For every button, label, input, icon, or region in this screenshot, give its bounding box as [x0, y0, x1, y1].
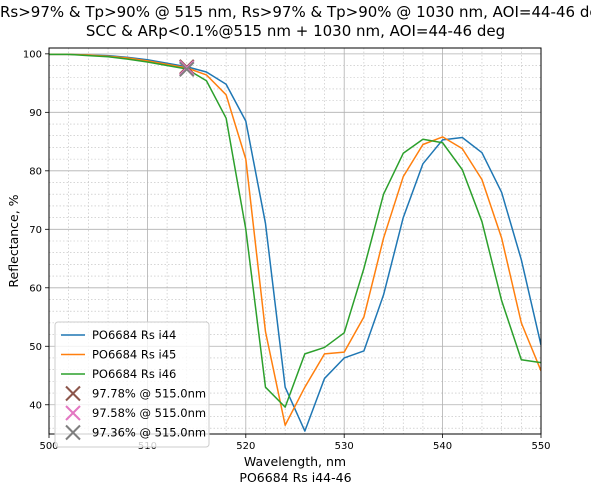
- legend-marker-label-3: 97.36% @ 515.0nm: [92, 426, 206, 440]
- plot-markers: [179, 59, 195, 77]
- series-line-3: [49, 53, 541, 408]
- x-tick-label: 500: [39, 441, 58, 452]
- x-tick-label: 540: [433, 441, 452, 452]
- x-tick-label: 530: [335, 441, 354, 452]
- x-axis-label: Wavelength, nm: [244, 454, 346, 469]
- x-tick-label: 550: [531, 441, 550, 452]
- legend-marker-swatch-2: [65, 405, 81, 421]
- marker-stroke: [65, 424, 81, 441]
- marker-stroke: [65, 405, 81, 421]
- legend-label-1: PO6684 Rs i44: [92, 328, 176, 342]
- y-tick-label: 40: [29, 400, 42, 411]
- x-tick-label: 520: [236, 441, 255, 452]
- chart-title-line-2: SCC & ARp<0.1%@515 nm + 1030 nm, AOI=44-…: [85, 22, 506, 40]
- y-tick-label: 90: [29, 108, 42, 119]
- major-grid: [48, 48, 542, 434]
- legend-label-2: PO6684 Rs i45: [92, 348, 176, 362]
- y-tick-label: 60: [29, 283, 42, 294]
- legend-label-3: PO6684 Rs i46: [92, 367, 176, 381]
- plot-frame: [48, 47, 542, 435]
- y-tick-label: 70: [29, 225, 42, 236]
- chart-title-line-1: Rs>97% & Tp>90% @ 515 nm, Rs>97% & Tp>90…: [0, 3, 591, 21]
- y-axis-label: Reflectance, %: [6, 194, 21, 287]
- legend-marker-swatch-1: [65, 385, 81, 402]
- marker-stroke: [65, 385, 81, 402]
- legend-box: [54, 321, 210, 448]
- series-line-2: [49, 53, 541, 426]
- plot-series: [49, 53, 541, 432]
- chart-legend: PO6684 Rs i44 PO6684 Rs i45 PO6684 Rs i46 9…: [54, 321, 210, 448]
- legend-marker-label-1: 97.78% @ 515.0nm: [92, 387, 206, 401]
- y-tick-label: 80: [29, 166, 42, 177]
- y-tick-label: 100: [23, 49, 42, 60]
- y-tick-label: 50: [29, 342, 42, 353]
- y-axis-ticks: 40 50 60 70 80 90 100: [23, 49, 49, 411]
- figure-caption: PO6684 Rs i44-46: [239, 470, 352, 485]
- legend-marker-label-2: 97.58% @ 515.0nm: [92, 406, 206, 420]
- marker-stroke: [179, 61, 195, 77]
- marker-x-3: [179, 61, 195, 77]
- legend-marker-swatch-3: [65, 424, 81, 441]
